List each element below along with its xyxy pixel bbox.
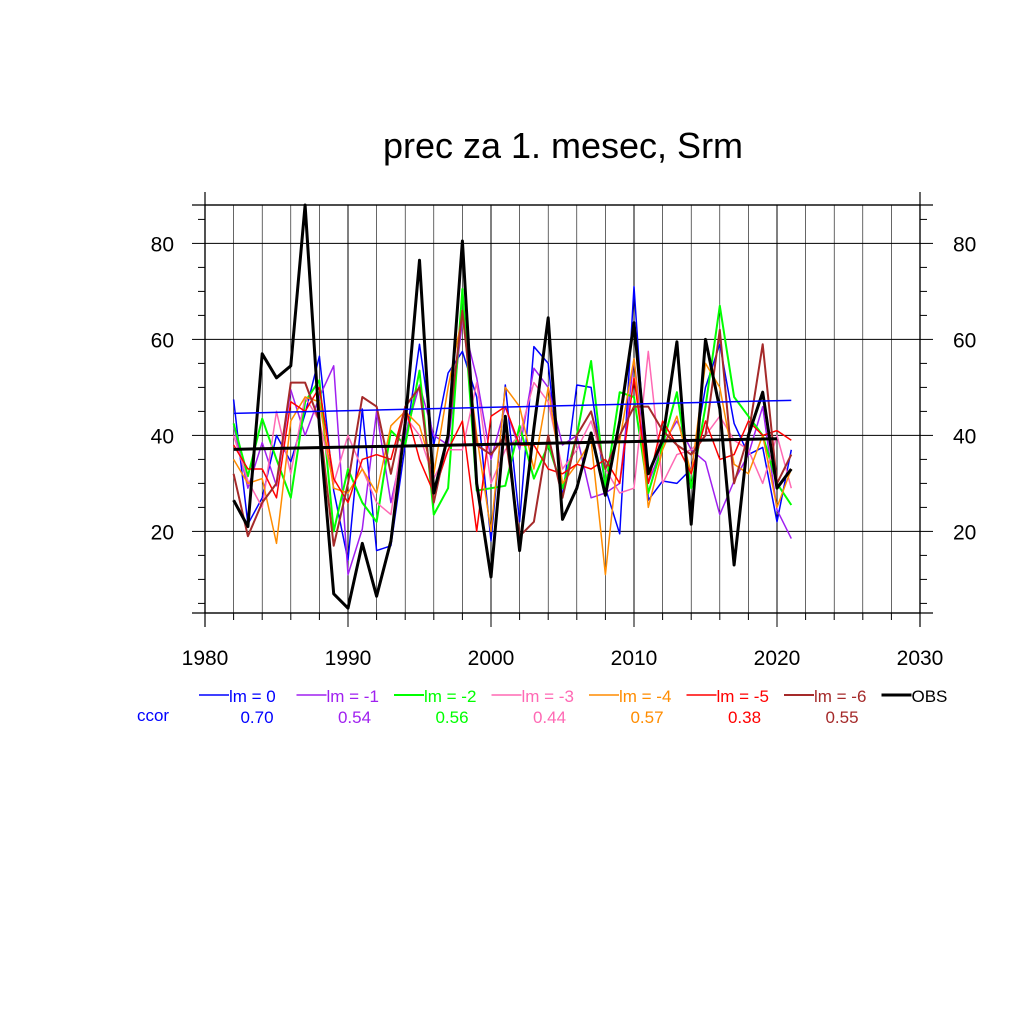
legend-label: lm = -1 (327, 687, 379, 706)
legend-label: OBS (912, 687, 948, 706)
legend-ccor-value: 0.70 (240, 708, 273, 727)
legend-label: lm = -6 (814, 687, 866, 706)
legend-ccor-value: 0.55 (825, 708, 858, 727)
x-tick-label: 1990 (325, 647, 372, 670)
legend-ccor-value: 0.56 (435, 708, 468, 727)
legend-ccor-value: 0.54 (338, 708, 371, 727)
legend-ccor-value: 0.38 (728, 708, 761, 727)
y-tick-label: 60 (953, 329, 976, 352)
y-tick-label: 80 (953, 233, 976, 256)
x-tick-label: 2020 (754, 647, 801, 670)
y-tick-label: 20 (953, 521, 976, 544)
series-line (232, 319, 792, 576)
legend-ccor-value: 0.44 (533, 708, 566, 727)
y-tick-label: 20 (151, 521, 174, 544)
ccor-label: ccor (137, 706, 169, 725)
legend-label: lm = -5 (717, 687, 769, 706)
series-line (232, 203, 793, 610)
chart-title: prec za 1. mesec, Srm (383, 125, 743, 166)
legend-label: lm = 0 (229, 687, 276, 706)
y-tick-label: 80 (151, 233, 174, 256)
trend-line (233, 399, 792, 415)
x-tick-label: 1980 (182, 647, 229, 670)
legend-label: lm = -4 (619, 687, 671, 706)
y-tick-label: 40 (953, 425, 976, 448)
legend: ccor lm = 0 0.70 lm = -1 0.54 lm = -2 0.56 lm =… (137, 687, 947, 727)
legend-label: lm = -3 (522, 687, 574, 706)
y-tick-label: 60 (151, 329, 174, 352)
data-layer (232, 203, 793, 610)
x-tick-label: 2000 (468, 647, 515, 670)
y-tick-label: 40 (151, 425, 174, 448)
legend-label: lm = -2 (424, 687, 476, 706)
legend-ccor-value: 0.57 (630, 708, 663, 727)
trend-line (233, 437, 778, 451)
x-tick-label: 2030 (897, 647, 944, 670)
x-tick-label: 2010 (611, 647, 658, 670)
